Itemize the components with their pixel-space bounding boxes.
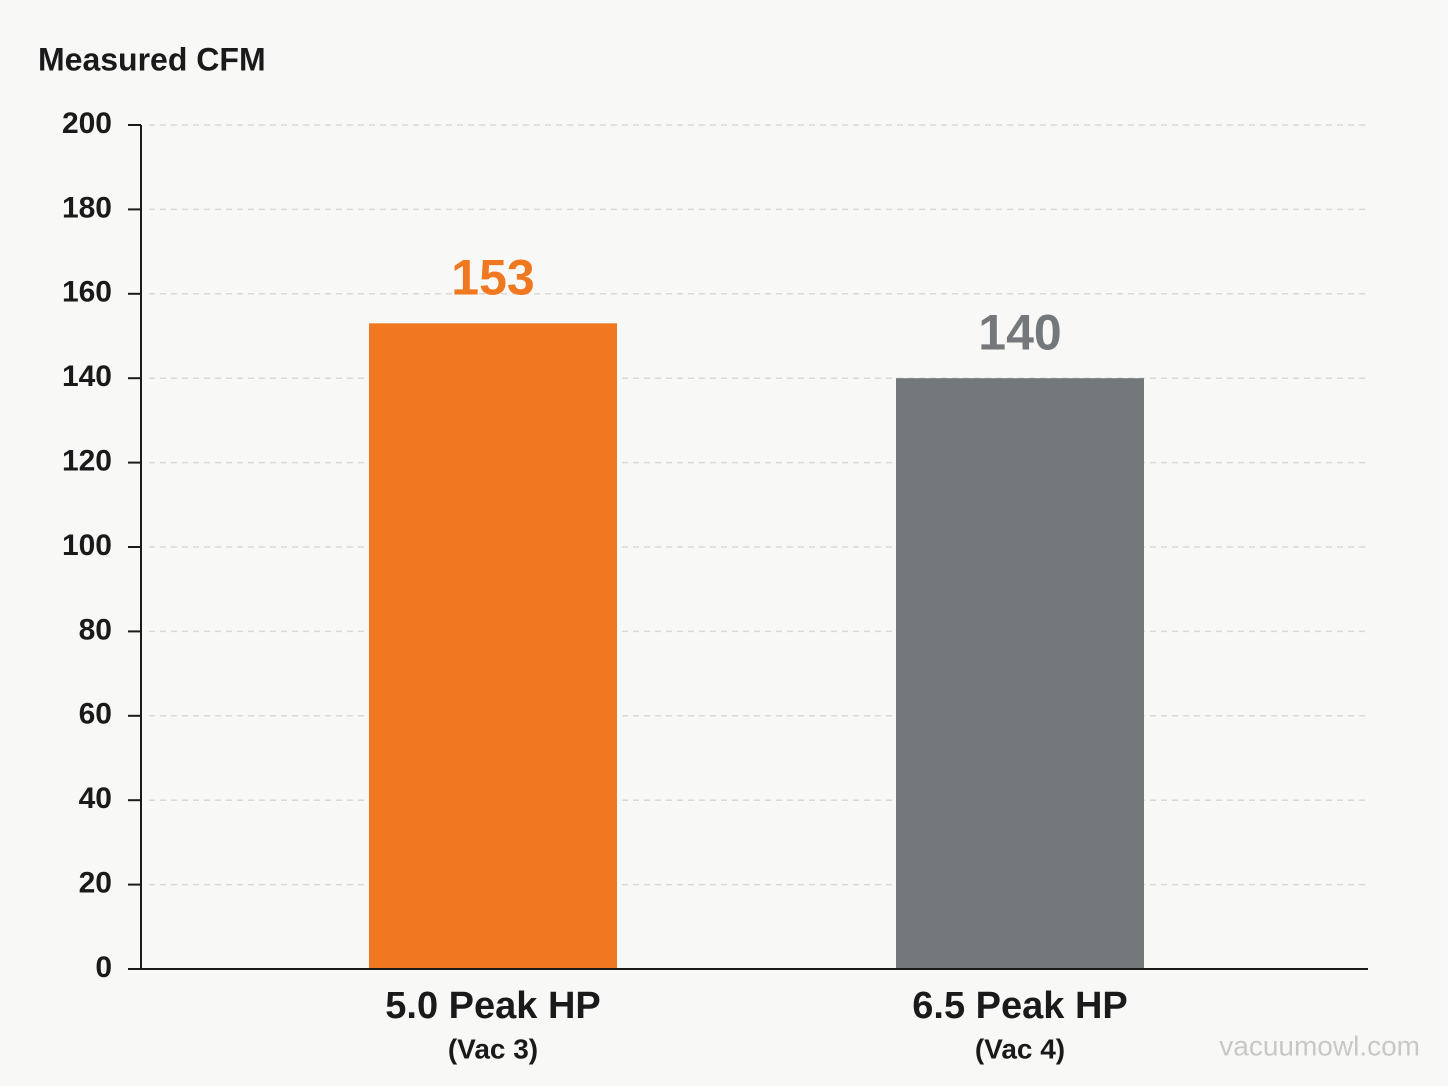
- value-label: 140: [978, 304, 1061, 360]
- x-tick-label: 5.0 Peak HP: [385, 985, 600, 1027]
- y-tick-label: 140: [62, 360, 112, 393]
- y-tick-label: 80: [79, 613, 112, 646]
- y-tick-label: 120: [62, 445, 112, 478]
- y-tick-label: 60: [79, 698, 112, 731]
- y-tick-label: 20: [79, 867, 112, 900]
- x-tick-sublabel: (Vac 4): [975, 1033, 1065, 1064]
- bar: [896, 378, 1144, 969]
- watermark: vacuumowl.com: [1219, 1030, 1420, 1061]
- y-tick-label: 100: [62, 529, 112, 562]
- x-tick-label: 6.5 Peak HP: [912, 985, 1127, 1027]
- y-axis-label: Measured CFM: [38, 41, 266, 77]
- bar: [369, 323, 617, 970]
- x-tick-sublabel: (Vac 3): [448, 1033, 538, 1064]
- y-tick-label: 200: [62, 107, 112, 140]
- y-tick-label: 180: [62, 191, 112, 224]
- y-tick-label: 160: [62, 276, 112, 309]
- y-tick-label: 0: [95, 951, 112, 984]
- y-tick-label: 40: [79, 782, 112, 815]
- value-label: 153: [451, 250, 534, 306]
